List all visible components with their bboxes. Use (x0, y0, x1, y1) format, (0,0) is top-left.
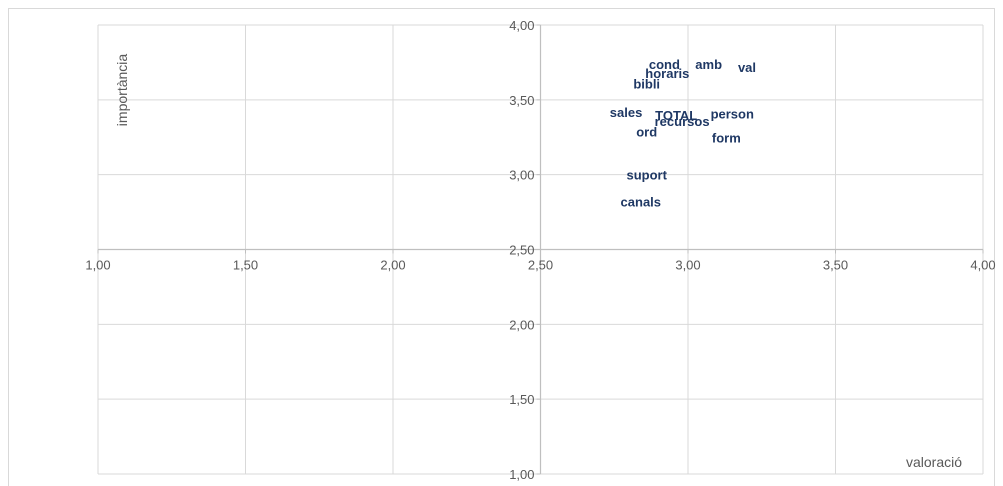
x-axis-title: valoració (906, 454, 962, 470)
data-label-suport: suport (626, 168, 667, 183)
data-label-person: person (711, 106, 754, 121)
x-tick-label-3: 2,50 (528, 258, 553, 273)
tick-labels: 1,00 1,50 2,00 2,50 3,00 3,50 4,00 1,00 1,50 2,00… (85, 18, 995, 482)
y-tick-label-6: 4,00 (509, 18, 534, 33)
y-tick-label-2: 2,00 (509, 317, 534, 332)
y-tick-label-5: 3,50 (509, 93, 534, 108)
y-axis-title: importància (114, 54, 130, 127)
data-label-form: form (712, 130, 741, 145)
y-tick-label-3: 2,50 (509, 243, 534, 258)
y-tick-label-0: 1,00 (509, 467, 534, 482)
data-label-sales: sales (610, 105, 643, 120)
x-tick-label-4: 3,00 (675, 258, 700, 273)
data-label-recursos: recursos (655, 114, 710, 129)
x-tick-label-1: 1,50 (233, 258, 258, 273)
data-label-total: TOTAL (655, 108, 697, 123)
data-label-val: val (738, 60, 756, 75)
x-tick-label-2: 2,00 (380, 258, 405, 273)
data-label-amb: amb (695, 57, 722, 72)
data-label-horaris: horaris (645, 66, 689, 81)
data-label-ord: ord (636, 124, 657, 139)
data-label-cond: cond (649, 57, 680, 72)
y-tick-label-1: 1,50 (509, 392, 534, 407)
y-tick-label-4: 3,00 (509, 168, 534, 183)
data-label-canals: canals (621, 195, 661, 210)
axes (97, 24, 984, 475)
chart-border (8, 8, 995, 486)
data-label-bibli: bibli (633, 76, 660, 91)
x-tick-label-0: 1,00 (85, 258, 110, 273)
x-tick-label-5: 3,50 (823, 258, 848, 273)
x-tick-label-6: 4,00 (970, 258, 995, 273)
